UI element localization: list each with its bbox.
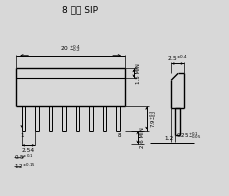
Text: 1: 1 bbox=[20, 133, 24, 139]
Text: 2.5$^{\pm 0.4}$: 2.5$^{\pm 0.4}$ bbox=[166, 53, 187, 63]
Text: 1.2$^{\pm 0.15}$: 1.2$^{\pm 0.15}$ bbox=[14, 161, 36, 171]
Text: 2.6 MIN: 2.6 MIN bbox=[139, 127, 144, 148]
Text: 8: 8 bbox=[117, 133, 120, 139]
Text: 0.25$^{+0.1}_{-0.05}$: 0.25$^{+0.1}_{-0.05}$ bbox=[175, 131, 201, 141]
Text: 2.54: 2.54 bbox=[22, 148, 35, 153]
Text: 7.9$^{+0.3}_{-0.2}$: 7.9$^{+0.3}_{-0.2}$ bbox=[148, 109, 159, 128]
Text: 8 ピン SIP: 8 ピン SIP bbox=[62, 5, 98, 14]
Text: 0.5$^{\pm 0.1}$: 0.5$^{\pm 0.1}$ bbox=[14, 152, 34, 162]
Text: 20 $^{+0.4}_{-0.2}$: 20 $^{+0.4}_{-0.2}$ bbox=[60, 43, 81, 54]
Text: 1.5 MIN: 1.5 MIN bbox=[135, 63, 140, 84]
Text: 1.2: 1.2 bbox=[163, 136, 172, 141]
